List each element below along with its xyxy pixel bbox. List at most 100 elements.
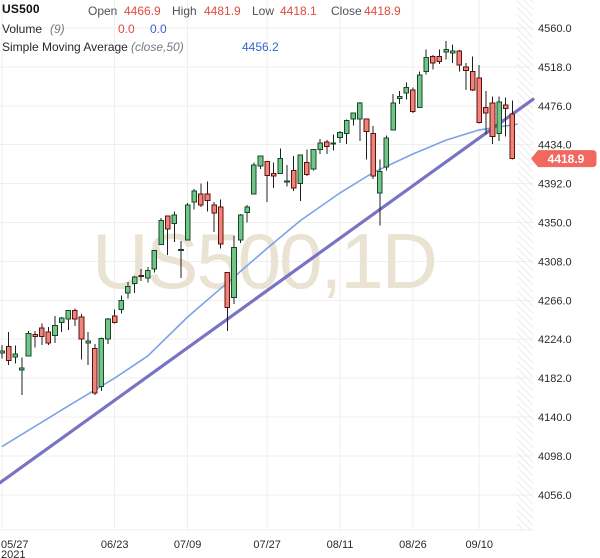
price-tick-label: 4560.0	[538, 23, 572, 35]
candle-body	[304, 161, 310, 175]
candle-body	[383, 137, 390, 168]
candle-body	[257, 155, 264, 167]
candle-body	[343, 120, 350, 135]
date-tick-label: 08/26	[399, 539, 427, 551]
candle-body	[297, 154, 304, 185]
date-tick-label: 07/09	[174, 539, 202, 551]
candles-layer	[0, 40, 516, 395]
candle-body	[25, 333, 32, 357]
candle-body	[290, 170, 297, 189]
candle-body	[65, 309, 72, 320]
candle-body	[78, 316, 85, 340]
candle-body	[145, 270, 151, 279]
candle-body	[178, 248, 184, 251]
candle-body	[91, 347, 98, 394]
candle-body	[277, 158, 284, 174]
candle-body	[456, 50, 463, 66]
candle-body	[211, 204, 217, 214]
candle-body	[231, 247, 237, 299]
candle-body	[469, 71, 476, 91]
candle-body	[370, 133, 376, 177]
candle-body	[436, 56, 443, 62]
candle-body	[5, 346, 12, 362]
price-tick-label: 4308.0	[538, 256, 572, 268]
candle-body	[496, 101, 502, 135]
date-tick-year: 2021	[1, 549, 25, 558]
date-tick-label: 08/11	[327, 539, 354, 551]
candle-body	[171, 214, 178, 224]
candle-body	[198, 193, 204, 206]
sma-line[interactable]	[1, 123, 518, 448]
candle-body	[509, 113, 516, 160]
candle-body	[204, 193, 211, 201]
candle-body	[244, 206, 251, 213]
price-tick-label: 4476.0	[538, 101, 572, 113]
price-tick-label: 4392.0	[538, 179, 572, 191]
candle-body	[284, 180, 290, 183]
candle-body	[237, 214, 244, 241]
price-tick-label: 4140.0	[538, 412, 572, 424]
candle-body	[350, 112, 357, 120]
candle-body	[330, 142, 337, 145]
candle-body	[111, 315, 118, 324]
date-tick-label: 07/27	[253, 539, 281, 551]
candle-body	[45, 331, 52, 344]
price-tag-value: 4418.9	[548, 152, 585, 166]
candle-body	[12, 353, 19, 358]
candle-body	[264, 160, 270, 176]
candle-body	[430, 56, 436, 64]
candle-body	[105, 318, 111, 340]
price-tick-label: 4434.0	[538, 140, 572, 152]
last-price-tag: 4418.9	[531, 150, 597, 168]
candle-body	[396, 96, 403, 99]
candle-body	[131, 276, 138, 285]
candle-body	[224, 272, 231, 309]
candle-body	[151, 249, 158, 270]
trendline[interactable]	[0, 97, 535, 485]
plot-right-margin-hatch	[517, 0, 533, 530]
candle-body	[357, 102, 363, 120]
candle-body	[410, 89, 416, 112]
candle-body	[443, 48, 449, 53]
candle-body	[19, 367, 25, 371]
candle-body	[32, 334, 38, 337]
candle-body	[58, 317, 65, 324]
candle-body	[217, 206, 224, 245]
candle-body	[449, 50, 456, 54]
candle-body	[38, 327, 45, 337]
candle-body	[476, 77, 483, 123]
candle-body	[191, 190, 198, 203]
candle-body	[317, 142, 323, 150]
price-tick-label: 4182.0	[538, 373, 572, 385]
price-axis[interactable]: 4560.0 4518.0 4476.0 4434.0 4392.0 4350.0 4308…	[538, 23, 572, 502]
price-tag-shape	[531, 150, 597, 168]
candle-body	[138, 274, 144, 277]
candle-body	[403, 86, 410, 94]
candle-body	[270, 172, 277, 177]
candle-body	[310, 148, 317, 170]
candle-body	[0, 350, 5, 354]
candle-body	[502, 104, 509, 110]
price-tick-label: 4266.0	[538, 295, 572, 307]
candle-body	[489, 102, 496, 137]
price-tick-label: 4098.0	[538, 451, 572, 463]
candle-body	[125, 285, 131, 294]
candle-body	[251, 164, 257, 195]
date-tick-label: 05/27	[1, 539, 29, 551]
price-tick-label: 4518.0	[538, 62, 572, 74]
candle-body	[416, 74, 423, 109]
candle-body	[323, 141, 330, 148]
candle-body	[423, 57, 429, 73]
candle-body	[483, 107, 489, 114]
date-tick-label: 06/23	[101, 539, 129, 551]
candle-body	[98, 337, 105, 387]
date-tick-label: 09/10	[465, 539, 493, 551]
candle-body	[376, 171, 383, 194]
candle-body	[118, 299, 125, 311]
candle-body	[337, 132, 343, 138]
candle-body	[363, 118, 370, 133]
candle-body	[164, 215, 171, 230]
